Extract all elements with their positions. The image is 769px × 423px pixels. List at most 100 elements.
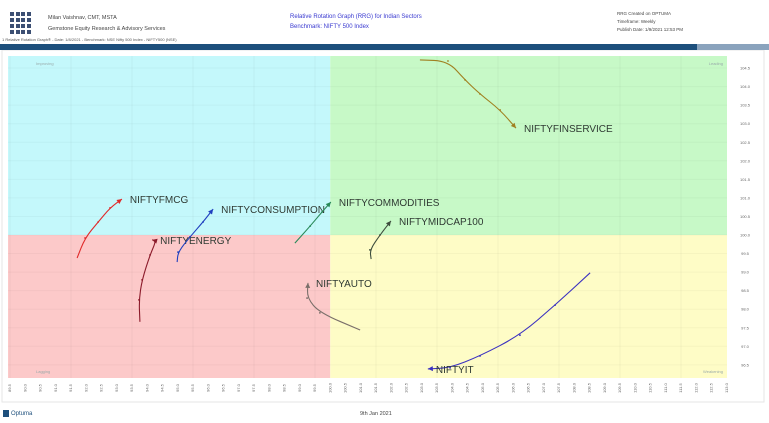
head-marker: [325, 201, 331, 208]
quadrant-improving: [8, 56, 331, 235]
trail-point: [479, 93, 481, 95]
trail-point: [109, 207, 111, 209]
x-tick-label: 99.5: [312, 383, 317, 392]
trail-point: [189, 235, 191, 238]
benchmark-label: Benchmark: NIFTY 500 Index: [290, 24, 369, 30]
quadrant-lagging: [8, 235, 331, 378]
trail-point: [202, 221, 204, 223]
company-logo: [10, 12, 31, 34]
company-name: Gemstone Equity Research & Advisory Serv…: [48, 26, 166, 32]
chart-title: Relative Rotation Graph (RRG) for Indian…: [290, 14, 422, 20]
x-tick-label: 111.0: [663, 383, 668, 393]
trail-line: [427, 272, 591, 370]
x-tick-label: 92.5: [99, 383, 104, 392]
x-tick-label: 107.5: [556, 382, 561, 393]
x-tick-label: 105.5: [495, 382, 500, 393]
x-tick-label: 98.5: [282, 383, 287, 392]
trail-point: [379, 234, 381, 236]
footer-date: 9th Jan 2021: [360, 411, 392, 417]
series-niftyconsumption: NIFTYCONSUMPTION: [176, 205, 325, 263]
y-tick-label: 99.0: [741, 270, 750, 275]
head-marker: [152, 238, 158, 244]
x-tick-label: 111.5: [678, 383, 683, 393]
x-tick-label: 101.0: [358, 382, 363, 393]
x-tick-label: 112.0: [693, 382, 698, 392]
series-niftyauto: NIFTYAUTO: [305, 279, 372, 331]
series-label: NIFTYFMCG: [130, 195, 189, 206]
x-tick-label: 96.0: [205, 383, 210, 392]
x-tick-label: 102.0: [388, 382, 393, 393]
trail-point: [84, 237, 86, 239]
x-tick-label: 97.5: [251, 383, 256, 392]
x-tick-label: 97.0: [236, 383, 241, 392]
x-tick-label: 100.0: [327, 382, 332, 393]
created-label: RRG Created on OPTUMA: [617, 11, 672, 16]
chart-subtitle: 1 Relative Rotation Graph® - Date: 1/8/2…: [2, 37, 177, 42]
series-label: NIFTYCOMMODITIES: [339, 198, 440, 209]
y-tick-label: 97.5: [741, 325, 750, 330]
trail-point: [306, 297, 308, 299]
trail-line: [369, 220, 392, 260]
y-tick-label: 101.0: [740, 195, 751, 200]
series-niftyenergy: NIFTYENERGY: [138, 236, 232, 322]
x-tick-label: 94.5: [160, 383, 165, 392]
trail-point: [447, 60, 449, 62]
y-tick-label: 101.5: [740, 177, 751, 182]
x-tick-label: 101.5: [373, 382, 378, 393]
head-marker: [305, 282, 311, 289]
trail-line: [306, 282, 361, 331]
x-tick-label: 91.0: [53, 383, 58, 392]
x-tick-label: 100.5: [343, 382, 348, 393]
optuma-logo: Optuma: [3, 410, 32, 417]
optuma-brand: Optuma: [11, 410, 33, 417]
quadrant-label-leading: Leading: [709, 61, 723, 66]
x-tick-label: 92.0: [83, 383, 88, 392]
trail-point: [464, 79, 466, 81]
x-tick-label: 94.0: [144, 383, 149, 392]
trail-line: [76, 198, 123, 259]
head-marker: [510, 122, 516, 129]
trail-point: [554, 304, 556, 307]
series-label: NIFTYCONSUMPTION: [221, 205, 325, 216]
x-tick-label: 98.0: [266, 383, 271, 392]
x-tick-label: 106.0: [510, 382, 515, 393]
trail-point: [499, 109, 502, 111]
x-tick-label: 93.5: [129, 383, 134, 392]
trail-point: [369, 248, 371, 251]
x-tick-label: 96.5: [221, 383, 226, 392]
y-tick-label: 99.5: [741, 251, 750, 256]
trail-line: [138, 239, 156, 322]
x-tick-label: 104.5: [465, 382, 470, 393]
optuma-mark-icon: [3, 410, 9, 417]
trail-point: [519, 334, 521, 337]
series-niftyit: NIFTYIT: [427, 272, 591, 376]
series-label: NIFTYENERGY: [160, 236, 231, 247]
x-tick-label: 95.5: [190, 383, 195, 392]
y-tick-label: 102.5: [740, 140, 751, 145]
x-tick-label: 95.0: [175, 383, 180, 392]
trail-point: [149, 254, 151, 256]
series-label: NIFTYMIDCAP100: [399, 217, 484, 228]
publish-date: Publish Date: 1/9/2021 12:53 PM: [617, 27, 684, 32]
quadrant-label-improving: Improving: [36, 61, 54, 66]
trail-point: [479, 355, 481, 357]
meta-block: RRG Created on OPTUMA Timeframe: Weekly …: [617, 10, 683, 34]
quadrant-leading: [330, 56, 727, 235]
x-tick-label: 107.0: [541, 382, 546, 393]
y-tick-label: 98.0: [741, 307, 750, 312]
series-label: NIFTYAUTO: [316, 279, 372, 290]
series-niftyfmcg: NIFTYFMCG: [76, 195, 189, 259]
x-tick-label: 105.0: [480, 382, 485, 393]
y-tick-label: 103.5: [740, 103, 751, 108]
chart-title-block: Relative Rotation Graph (RRG) for Indian…: [290, 12, 422, 32]
trail-point: [177, 251, 179, 253]
trail-point: [138, 299, 140, 301]
x-tick-label: 103.5: [434, 382, 439, 393]
series-niftycommodities: NIFTYCOMMODITIES: [294, 198, 440, 244]
y-tick-label: 102.0: [740, 158, 751, 163]
x-tick-label: 103.0: [419, 382, 424, 393]
title-bar-end: [697, 44, 769, 50]
head-marker: [385, 220, 391, 227]
y-tick-label: 97.0: [741, 344, 750, 349]
rrg-chart[interactable]: Improving Leading Lagging Weakening 104.5 104…: [0, 50, 769, 405]
